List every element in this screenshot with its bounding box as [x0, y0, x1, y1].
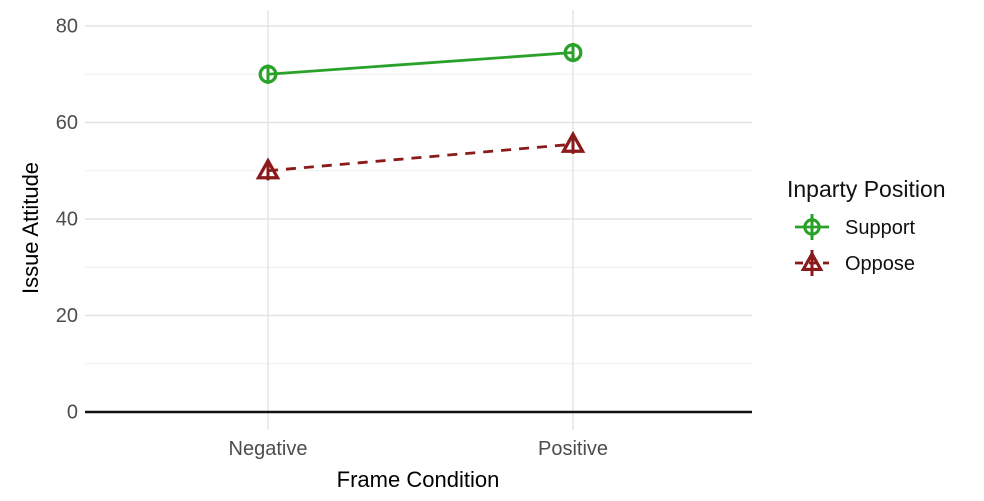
series-support	[258, 42, 583, 84]
y-tick-label-60: 60	[56, 112, 78, 134]
x-axis-title: Frame Condition	[337, 467, 500, 492]
x-tick-label-positive: Positive	[538, 438, 608, 460]
series-layer	[255, 42, 586, 181]
marker-oppose-positive	[560, 130, 586, 153]
y-tick-label-40: 40	[56, 209, 78, 231]
y-axis-title: Issue Attitude	[18, 162, 43, 294]
y-tick-label-20: 20	[56, 305, 78, 327]
y-axis-ticks: 80 60 40 20 0	[56, 16, 78, 424]
marker-oppose-negative	[255, 157, 281, 180]
legend-key-layer	[795, 214, 829, 276]
grid-layer	[85, 10, 752, 430]
series-oppose	[255, 130, 586, 181]
legend-key-marker-triangle-open	[800, 250, 824, 271]
x-tick-label-negative: Negative	[229, 438, 308, 460]
line-support	[267, 51, 574, 76]
x-axis-ticks: Negative Positive	[229, 438, 608, 460]
legend-title: Inparty Position	[787, 176, 946, 202]
marker-support-negative	[258, 64, 278, 84]
line-oppose	[267, 142, 574, 173]
legend-label-support: Support	[845, 217, 915, 239]
legend-key-oppose	[795, 250, 829, 276]
marker-support-positive	[563, 43, 583, 62]
legend-key-support	[795, 214, 829, 240]
legend: Inparty Position Support Oppose	[787, 176, 946, 276]
legend-key-marker-circle-open	[803, 218, 821, 236]
y-tick-label-0: 0	[67, 402, 78, 424]
legend-label-oppose: Oppose	[845, 253, 915, 275]
y-tick-label-80: 80	[56, 16, 78, 38]
